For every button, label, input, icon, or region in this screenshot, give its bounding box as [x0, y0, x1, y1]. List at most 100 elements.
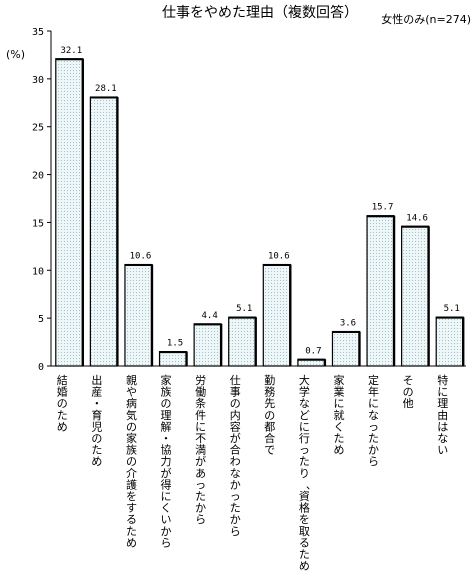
category-char: 働 [195, 386, 206, 399]
category-char: 族 [126, 443, 137, 457]
bar [401, 226, 429, 366]
chart-subtitle: 女性のみ(n=274) [381, 12, 471, 26]
category-labels: 結婚のため出産・育児のため親や病気の家族の介護をするため家族の理解・協力が得にく… [57, 373, 448, 573]
y-tick-label: 15 [32, 218, 44, 229]
category-char: め [126, 536, 137, 549]
bar [228, 317, 256, 366]
category-char: っ [230, 490, 241, 503]
axes [50, 31, 466, 367]
category-char: 合 [230, 443, 241, 457]
category-char: た [126, 525, 137, 538]
data-label: 1.5 [167, 339, 183, 349]
category-char: る [126, 513, 137, 526]
category-char: く [333, 420, 344, 433]
category-char: か [161, 525, 172, 538]
category-char: 定 [368, 373, 379, 387]
category-char: 他 [403, 397, 414, 410]
data-label: 5.1 [444, 304, 460, 314]
data-label: 5.1 [236, 304, 252, 314]
category-char: 由 [437, 408, 448, 422]
category-char: ら [230, 525, 241, 538]
category-char: 先 [264, 397, 275, 410]
category-char: を [299, 513, 310, 526]
data-label: 4.4 [201, 311, 217, 321]
category-char: り [299, 467, 310, 480]
data-labels: 32.1 28.1 10.6 1.5 4.4 5.1 10.6 0.7 3.6 15.7 14.6 5… [60, 46, 459, 357]
category-char: た [368, 432, 379, 445]
category-char: の [91, 432, 102, 445]
category-char: め [333, 444, 344, 457]
data-label: 15.7 [372, 203, 394, 213]
category-char: で [264, 444, 275, 457]
category-char: 不 [195, 432, 206, 445]
bars [55, 58, 465, 367]
category-char: に [299, 420, 310, 433]
category-char: 資 [299, 490, 310, 503]
category-char: ら [195, 513, 206, 526]
category-char: 業 [333, 386, 344, 399]
category-char: 都 [264, 420, 275, 433]
category-char: ・ [91, 397, 102, 410]
y-tick-label: 35 [32, 27, 44, 38]
category-label: その他 [403, 374, 414, 410]
category-char: め [299, 560, 310, 573]
category-char: 協 [161, 444, 172, 457]
category-char: に [437, 386, 448, 399]
category-char: っ [299, 444, 310, 457]
category-char: 事 [230, 386, 241, 399]
y-axis-label: (%) [6, 48, 25, 61]
bar [367, 215, 395, 366]
category-char: に [161, 490, 172, 503]
chart-title: 仕事をやめた理由（複数回答） [162, 4, 358, 21]
category-char: 勤 [264, 374, 275, 387]
category-char: 家 [126, 431, 137, 445]
category-char: 得 [161, 478, 172, 491]
data-label: 32.1 [60, 46, 82, 56]
category-char: に [368, 397, 379, 410]
category-char: っ [195, 478, 206, 491]
category-char: か [230, 478, 241, 491]
category-char: の [230, 397, 241, 410]
category-char: た [333, 432, 344, 445]
category-char: は [437, 420, 448, 433]
category-char: 容 [230, 419, 241, 433]
category-char: 務 [264, 385, 275, 399]
data-label: 14.6 [406, 213, 428, 223]
category-char: め [91, 455, 102, 468]
category-char: 条 [195, 396, 206, 410]
category-char: な [299, 397, 310, 410]
category-char: ら [368, 455, 379, 468]
category-char: か [368, 444, 379, 457]
category-char: 大 [299, 373, 310, 387]
category-char: め [57, 420, 68, 433]
category-char: 介 [126, 467, 137, 480]
category-char: 格 [299, 501, 310, 515]
category-char: す [126, 502, 137, 515]
category-char: ・ [161, 432, 172, 445]
data-label: 28.1 [95, 84, 117, 94]
bar [55, 58, 83, 366]
category-char: 内 [230, 408, 241, 422]
category-char: の [264, 409, 275, 422]
category-char: た [91, 444, 102, 457]
category-char: 産 [91, 386, 102, 399]
category-char: 理 [161, 409, 172, 422]
bar [90, 97, 118, 367]
category-char: な [230, 467, 241, 480]
category-char: 育 [91, 408, 102, 422]
category-char: 家 [161, 373, 172, 387]
bar [263, 264, 291, 366]
data-label: 3.6 [340, 319, 356, 329]
category-char: 取 [299, 525, 310, 538]
data-label: 10.6 [130, 252, 152, 262]
category-char: っ [368, 420, 379, 433]
category-char: ど [299, 409, 310, 422]
category-char: る [299, 536, 310, 549]
